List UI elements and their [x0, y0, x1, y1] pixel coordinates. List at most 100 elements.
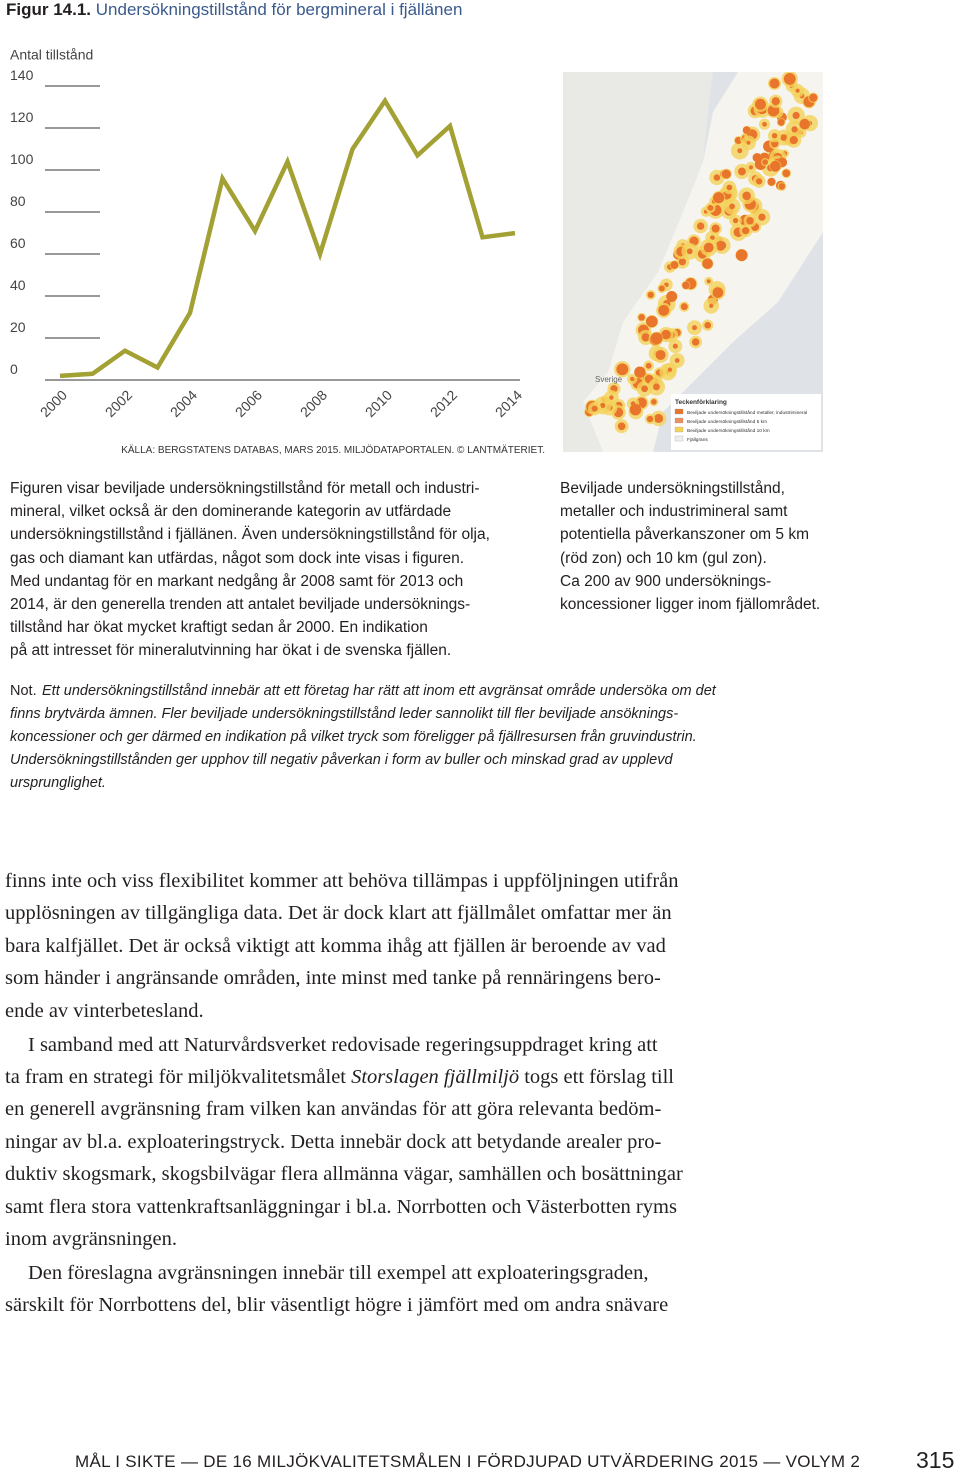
map-legend-swatch	[674, 408, 684, 415]
permit-dot	[783, 72, 796, 85]
permit-dot	[762, 121, 767, 127]
caption-line: 2014, är den generella trenden att antal…	[10, 596, 471, 613]
permit-dot	[658, 285, 665, 292]
map-legend-label: Fjällgräns	[687, 437, 708, 443]
map-legend-box	[671, 394, 821, 450]
y-tick-label: 40	[10, 277, 26, 293]
x-tick-label: 2004	[167, 387, 200, 420]
note-line: koncessioner och ger därmed en indikatio…	[10, 729, 697, 745]
caption-line: Med undantag för en markant nedgång år 2…	[10, 572, 464, 590]
permit-dot	[641, 385, 648, 393]
permit-dot	[674, 358, 680, 363]
caption-line: koncessioner ligger inom fjällområdet.	[560, 596, 821, 613]
permit-dot	[769, 78, 780, 89]
permit-dot	[609, 395, 614, 400]
body-line: samt flera stora vattenkraftsanläggninga…	[5, 1195, 677, 1218]
permit-dot	[777, 118, 785, 126]
footer-text: MÅL I SIKTE — DE 16 MILJÖKVALITETSMÅLEN …	[75, 1452, 861, 1471]
permit-dot	[670, 261, 679, 269]
map-legend-label: Beviljade undersökningstillstånd 10 km	[687, 427, 770, 434]
permit-dot	[713, 174, 721, 181]
map-legend-label: Beviljade undersökningstillstånd 5 km	[687, 418, 767, 425]
caption-line: metaller och industrimineral samt	[560, 503, 788, 521]
map-legend-swatch	[674, 417, 684, 424]
permit-dot	[706, 279, 711, 284]
permit-dot	[737, 167, 746, 176]
body-line: finns inte och viss flexibilitet kommer …	[5, 870, 679, 892]
caption-line: Ca 200 av 900 undersöknings-	[560, 572, 772, 590]
permit-dot	[754, 98, 766, 110]
body-line: duktiv skogsmark, skogsbilvägar flera al…	[5, 1163, 683, 1186]
permit-dot	[732, 217, 739, 224]
permit-dot	[758, 213, 766, 221]
permit-dot	[634, 366, 646, 378]
chart: Antal tillstånd KÄLLA: BERGSTATENS DATAB…	[10, 47, 545, 456]
permit-dot	[630, 376, 635, 382]
permit-dot	[647, 291, 654, 299]
body-line: en generell avgränsning fram vilken kan …	[5, 1098, 662, 1121]
caption-line: potentiella påverkanszoner om 5 km	[560, 526, 809, 544]
permit-dot	[713, 192, 725, 204]
permit-dot	[780, 134, 787, 141]
permit-dot	[712, 287, 724, 298]
permit-dot	[767, 177, 776, 186]
permit-dots	[584, 72, 819, 434]
figure-title: Undersökningstillstånd för bergmineral i…	[95, 0, 463, 19]
permit-dot	[654, 413, 664, 424]
permit-dot	[771, 132, 778, 139]
body-line: bara kalfjället. Det är också viktigt at…	[5, 934, 666, 957]
permit-dot	[782, 169, 791, 178]
permit-dot	[666, 290, 678, 303]
permit-dot	[799, 118, 810, 130]
permit-dot	[746, 140, 751, 145]
y-tick-label: 120	[10, 109, 34, 125]
permit-dot	[770, 160, 781, 172]
body-line: inom avgränsningen.	[5, 1227, 177, 1250]
figure-label: Figur 14.1.	[6, 0, 92, 19]
permit-dot	[678, 258, 686, 266]
permit-dot	[682, 281, 690, 290]
map: Sverige Teckenförklaring Beviljade under…	[563, 72, 823, 452]
permit-dot	[696, 222, 705, 230]
permit-dot	[707, 204, 714, 211]
permit-dot	[762, 159, 769, 165]
permit-dot	[617, 422, 626, 431]
permit-dot	[616, 363, 629, 376]
text-segment: togs ett förslag till	[519, 1065, 674, 1088]
note-line: finns brytvärda ämnen. Fler beviljade un…	[10, 706, 679, 722]
permit-dot	[771, 97, 780, 106]
map-country: Sverige	[595, 375, 623, 384]
permit-dot	[650, 332, 663, 345]
permit-dot	[599, 402, 606, 409]
permit-dot	[791, 126, 798, 133]
permit-dot	[729, 203, 735, 210]
caption-line: undersökningstillstånd i fjällänen. Även…	[10, 526, 490, 544]
permit-dot	[651, 399, 657, 405]
map-legend-swatch	[674, 426, 684, 433]
permit-dot	[655, 349, 666, 360]
note-line: ursprunglighet.	[10, 775, 106, 791]
page-number: 315	[916, 1447, 955, 1473]
x-tick-label: 2012	[427, 387, 460, 420]
permit-dot	[709, 303, 714, 308]
note-line: Ett undersökningstillstånd innebär att e…	[42, 683, 716, 699]
permit-dot	[795, 88, 800, 93]
permit-dot	[645, 362, 652, 369]
map-legend-title: Teckenförklaring	[675, 399, 727, 406]
permit-dot	[756, 178, 763, 185]
permit-dot	[742, 126, 751, 135]
x-tick-label: 2010	[362, 387, 395, 420]
permit-dot	[778, 183, 786, 190]
body-line: ende av vinterbetesland.	[5, 999, 204, 1022]
permit-dot	[680, 303, 688, 311]
y-tick-label: 20	[10, 319, 26, 335]
y-axis-label: Antal tillstånd	[10, 47, 93, 63]
permit-dot	[638, 314, 645, 321]
text-segment: ta fram en strategi för miljökvalitetsmå…	[5, 1065, 352, 1088]
map-legend-swatch	[674, 435, 684, 442]
permit-dot	[746, 216, 754, 225]
permit-dot	[667, 367, 673, 372]
body-line: ta fram en strategi för miljökvalitetsmå…	[5, 1066, 674, 1089]
permit-dot	[748, 165, 754, 170]
y-tick-label: 100	[10, 151, 34, 167]
